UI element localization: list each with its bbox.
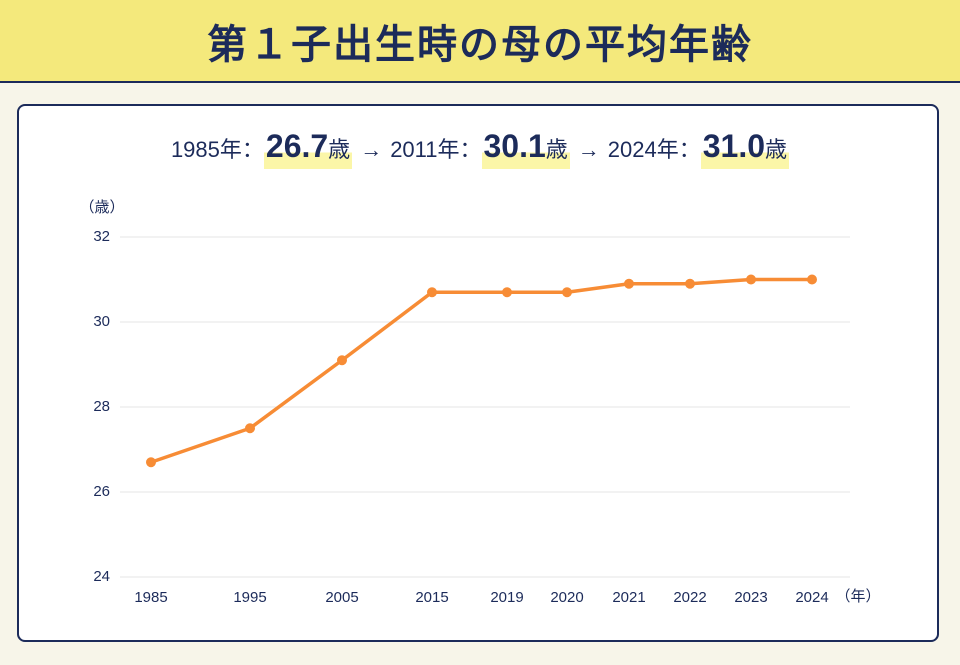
banner: 第１子出生時の母の平均年齢	[0, 0, 960, 83]
year-label: 2011年：	[390, 137, 482, 162]
unit: 歳	[765, 137, 788, 162]
arrow: →	[577, 137, 600, 162]
point	[337, 355, 347, 366]
value: 26.7	[265, 128, 329, 164]
x-tick-label: 2024	[795, 589, 828, 606]
subtitle: 1985年： 26.7歳 → 2011年： 30.1歳 → 2024年： 31.0歳	[0, 128, 960, 169]
x-tick-label: 2005	[325, 589, 358, 606]
y-tick-label: 32	[93, 228, 110, 245]
year-label: 1985年：	[170, 137, 264, 162]
x-tick-label: 1985	[134, 589, 167, 606]
y-tick-label: 24	[93, 568, 110, 585]
x-tick-label: 1995	[233, 589, 266, 606]
highlight: 31.0歳	[700, 128, 790, 169]
point	[245, 423, 255, 434]
point	[746, 274, 756, 285]
point	[685, 278, 695, 289]
point	[502, 287, 512, 298]
highlight: 26.7歳	[263, 128, 353, 169]
card	[17, 104, 939, 642]
title: 第１子出生時の母の平均年齢	[207, 22, 753, 67]
point	[146, 457, 156, 468]
unit: 歳	[328, 137, 351, 162]
x-tick-label: 2022	[673, 589, 706, 606]
point	[562, 287, 572, 298]
point	[624, 278, 634, 289]
year-label: 2024年：	[607, 137, 701, 162]
x-tick-label: 2019	[490, 589, 523, 606]
x-axis-label: （年）	[835, 588, 880, 605]
value: 31.0	[702, 128, 766, 164]
x-tick-label: 2015	[415, 589, 448, 606]
y-tick-label: 26	[93, 483, 110, 500]
y-tick-label: 28	[93, 398, 110, 415]
y-tick-label: 30	[93, 313, 110, 330]
x-tick-label: 2020	[550, 589, 583, 606]
highlight: 30.1歳	[481, 128, 570, 169]
value: 30.1	[483, 128, 546, 164]
x-tick-label: 2023	[734, 589, 767, 606]
unit: 歳	[545, 137, 568, 162]
line	[150, 277, 812, 464]
point	[427, 287, 437, 298]
y-axis-label: （歳）	[79, 199, 124, 216]
x-tick-label: 2021	[612, 589, 645, 606]
point	[807, 274, 817, 285]
arrow: →	[360, 137, 383, 162]
